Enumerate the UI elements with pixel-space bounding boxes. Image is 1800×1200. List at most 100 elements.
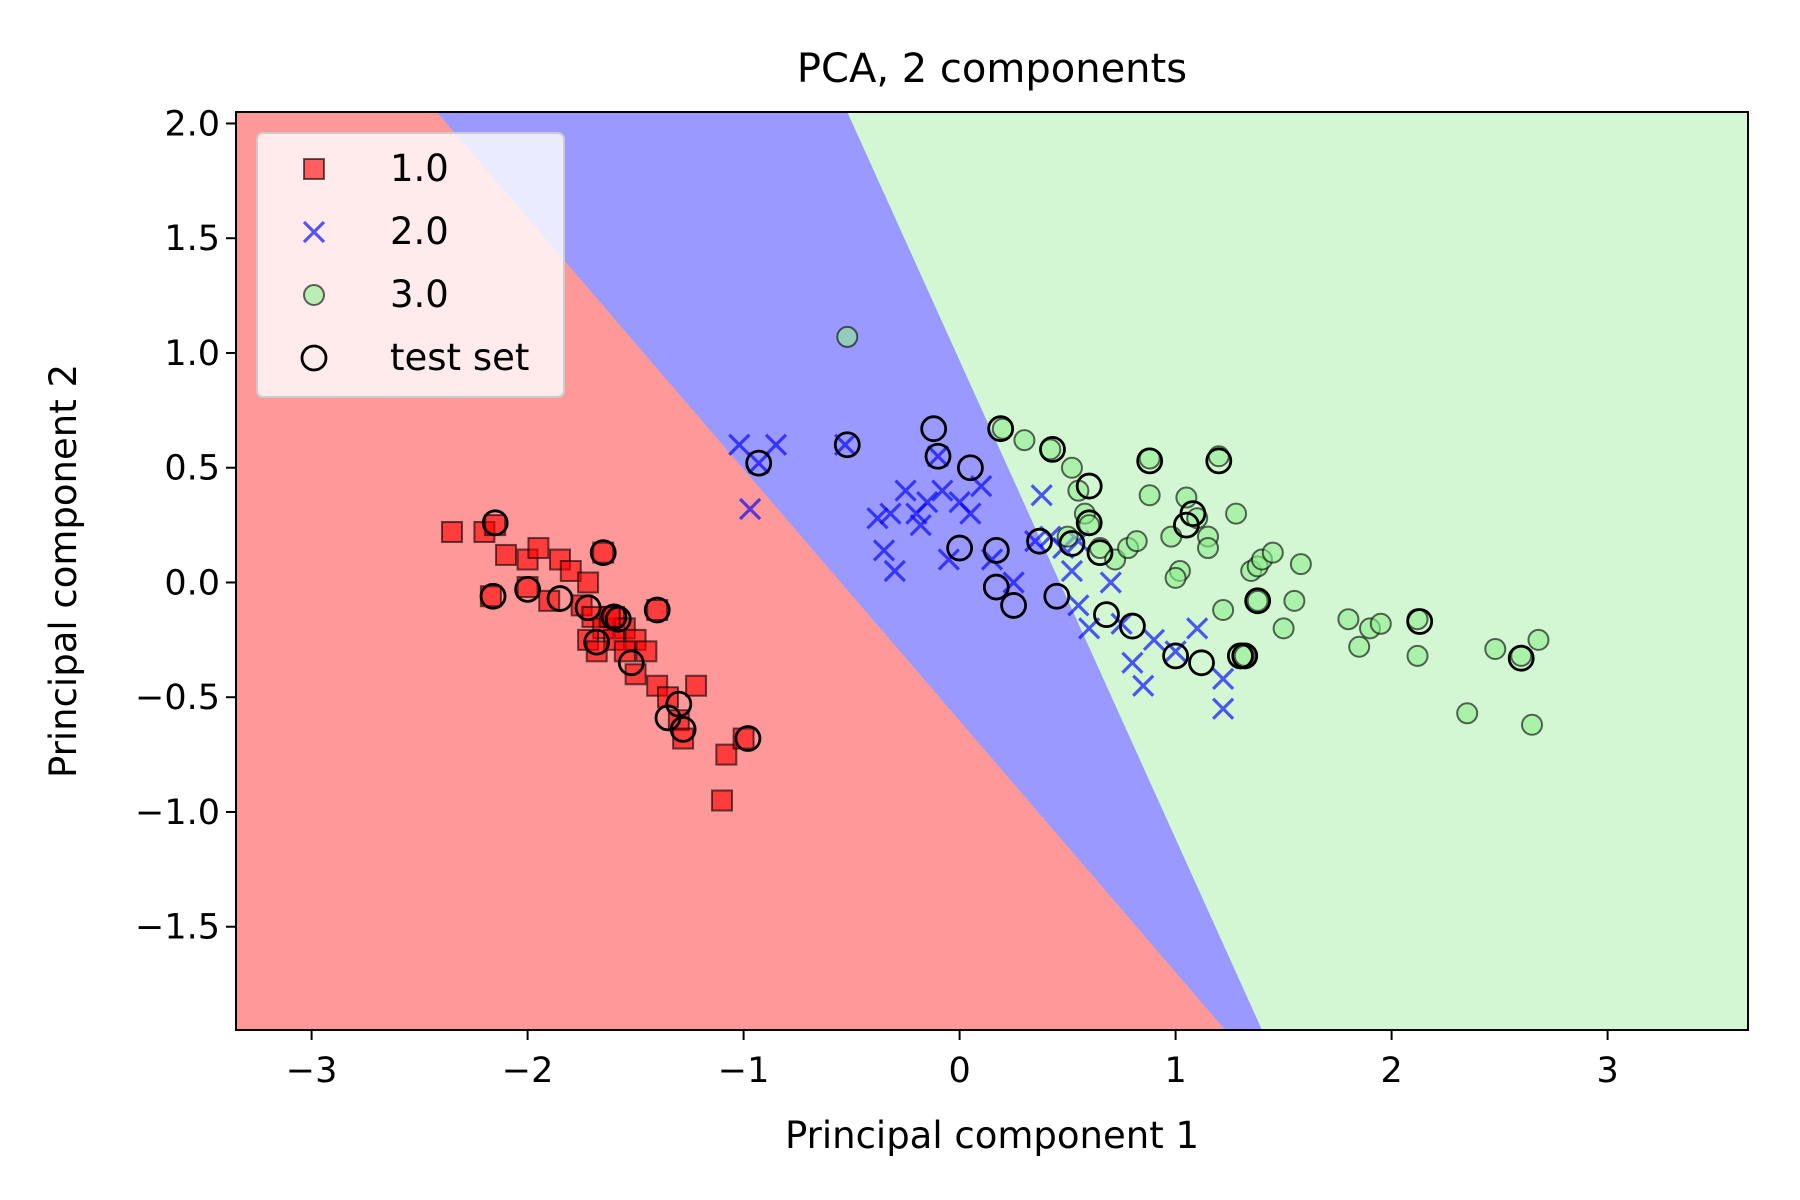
data-point — [866, 507, 889, 530]
legend: 1.0 2.0 3.0 test set — [256, 132, 565, 398]
data-point — [924, 442, 952, 470]
data-point — [1086, 539, 1114, 567]
data-point — [1225, 502, 1248, 525]
x-axis-label: Principal component 1 — [785, 1114, 1199, 1157]
data-point — [745, 449, 773, 477]
y-tick-label: 0.5 — [164, 449, 220, 489]
data-point — [672, 727, 695, 750]
data-point — [665, 690, 693, 718]
data-point — [909, 513, 932, 537]
legend-markers — [300, 158, 328, 372]
data-point — [931, 479, 954, 502]
data-point — [495, 543, 517, 566]
data-point — [1211, 697, 1235, 720]
series-3-0 — [836, 325, 1550, 736]
data-point — [1205, 447, 1233, 475]
data-point — [643, 596, 671, 624]
legend-label-test-set: test set — [390, 336, 529, 379]
data-point — [1527, 628, 1550, 651]
y-axis-label: Principal component 2 — [42, 364, 85, 778]
data-point — [883, 559, 906, 583]
data-point — [1075, 472, 1103, 500]
data-point — [894, 479, 917, 502]
data-point — [833, 431, 861, 459]
data-point — [1164, 566, 1187, 589]
data-point — [1246, 589, 1269, 612]
data-point — [1289, 553, 1312, 576]
data-point — [574, 594, 602, 622]
data-point — [481, 509, 509, 537]
data-point — [920, 415, 948, 443]
legend-label-2: 2.0 — [390, 210, 449, 253]
y-tick-label: 2.0 — [164, 104, 220, 144]
data-point — [957, 454, 984, 482]
data-point — [1142, 628, 1166, 651]
data-point — [879, 502, 902, 525]
data-point — [1075, 509, 1103, 537]
legend-label-3: 3.0 — [390, 273, 449, 316]
data-point — [1186, 617, 1209, 640]
data-point — [592, 541, 615, 564]
data-point — [946, 534, 973, 562]
data-point — [1026, 527, 1053, 555]
data-point — [715, 743, 738, 766]
plot-area — [236, 112, 1748, 1030]
data-point — [1125, 530, 1148, 553]
data-point — [1244, 587, 1272, 615]
data-point — [1197, 537, 1219, 560]
x-tick-label: −3 — [286, 1051, 338, 1091]
data-point — [1013, 429, 1036, 452]
y-tick-label: 1.5 — [164, 219, 220, 259]
data-point — [685, 674, 708, 697]
data-point — [987, 415, 1015, 443]
data-point — [546, 585, 574, 612]
legend-label-1: 1.0 — [390, 147, 449, 190]
data-point — [1179, 500, 1207, 528]
data-point — [1283, 589, 1306, 612]
data-point — [1136, 447, 1164, 475]
data-point — [764, 433, 788, 456]
data-point — [1060, 456, 1083, 479]
data-point — [734, 725, 762, 752]
data-point — [1227, 642, 1254, 670]
data-point — [1369, 612, 1392, 635]
data-point — [527, 537, 550, 560]
data-point — [600, 603, 628, 631]
data-point — [646, 599, 669, 622]
data-point — [1348, 635, 1371, 658]
data-point — [1160, 525, 1183, 548]
data-point — [1261, 541, 1284, 564]
y-tick-label: 1.0 — [164, 334, 220, 374]
data-point — [1456, 702, 1479, 725]
points-layer — [441, 325, 1550, 812]
data-point — [982, 573, 1010, 601]
data-point — [728, 433, 751, 456]
data-point — [1132, 674, 1155, 697]
data-point — [441, 520, 463, 543]
data-point — [1119, 612, 1146, 640]
data-point — [747, 452, 770, 475]
data-point — [1043, 582, 1071, 610]
data-point — [872, 539, 896, 562]
data-point — [1406, 644, 1429, 667]
x-tick-label: 1 — [1164, 1051, 1186, 1091]
x-tick-label: −1 — [718, 1051, 770, 1091]
data-point — [959, 502, 982, 525]
data-point — [1093, 601, 1120, 629]
y-axis-ticks: −1.5 −1.0 −0.5 0.0 0.5 1.0 1.5 2.0 — [135, 104, 236, 948]
y-tick-label: −0.5 — [135, 678, 220, 718]
data-point — [926, 445, 950, 468]
x-tick-label: 0 — [948, 1051, 970, 1091]
data-point — [589, 539, 617, 567]
data-point — [1138, 484, 1161, 507]
data-point — [1507, 644, 1535, 672]
legend-box — [256, 132, 565, 398]
data-point — [1337, 608, 1360, 631]
legend-marker-1 — [303, 158, 325, 180]
data-point — [585, 640, 608, 663]
data-point — [738, 497, 762, 521]
data-point — [1030, 484, 1053, 507]
chart-title: PCA, 2 components — [797, 46, 1187, 92]
data-point — [1099, 571, 1122, 594]
